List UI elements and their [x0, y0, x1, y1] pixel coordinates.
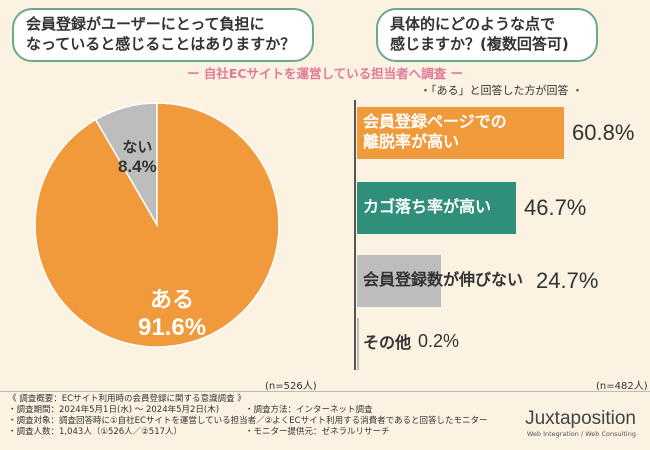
company-logo: Juxtaposition Web Integration / Web Cons…	[525, 408, 636, 438]
bar-value-3: 24.7%	[536, 268, 599, 293]
pie-label-no-category: ない	[122, 138, 153, 156]
bar-sample-size: (n=482人)	[596, 381, 648, 392]
logo-tagline: Web Integration / Web Consulting	[526, 430, 636, 438]
footer-right-line-2: ・モニター提供元：ゼネラルリサーチ	[245, 427, 390, 437]
pie-label-no: ない 8.4%	[118, 136, 157, 177]
bar-value-1: 60.8%	[572, 120, 635, 145]
footer-line-3: ・調査対象：調査回答時に①自社ECサイトを運営している担当者／②よくECサイト利…	[8, 416, 488, 426]
survey-subtitle: ー 自社ECサイトを運営している担当者へ調査 ー	[186, 66, 464, 81]
survey-footer-right: ・調査方法：インターネット調査 ・モニター提供元：ゼネラルリサーチ	[245, 405, 390, 438]
footer-line-4: ・調査人数：1,043人（①526人／②517人）	[8, 427, 183, 437]
question-1-text: 会員登録がユーザーにとって負担に なっていると感じることはありますか？	[26, 15, 296, 53]
question-2-text: 具体的にどのような点で 感じますか？(複数回答可)	[390, 15, 569, 53]
bar-label-4: その他	[363, 333, 412, 352]
pie-chart	[34, 102, 280, 348]
pie-label-yes-category: ある	[150, 288, 195, 313]
footer-divider	[0, 391, 650, 392]
footer-right-line-1: ・調査方法：インターネット調査	[245, 405, 373, 415]
bar-value-4: 0.2%	[418, 331, 460, 351]
bar-3	[357, 255, 442, 307]
bar-1	[357, 107, 564, 159]
pie-slice-yes	[34, 102, 280, 348]
pie-label-yes-value: 91.6%	[138, 314, 207, 341]
pie-label-no-value: 8.4%	[118, 157, 157, 176]
bar-label-3: 会員登録数が伸びない	[363, 270, 524, 289]
bar-value-2: 46.7%	[523, 195, 587, 220]
footer-line-1: 《 調査概要：ECサイト利用時の会員登録に関する意識調査 》	[8, 394, 246, 404]
bar-axis-line	[354, 100, 356, 370]
survey-footer: 《 調査概要：ECサイト利用時の会員登録に関する意識調査 》 ・調査期間：202…	[8, 394, 488, 438]
pie-label-yes: ある 91.6%	[138, 282, 206, 342]
bar-2	[357, 182, 516, 234]
bar-label-1: 会員登録ページでの 離脱率が高い	[363, 112, 507, 151]
logo-name: Juxtaposition	[525, 408, 636, 429]
footer-line-2: ・調査期間：2024年5月1日(水) ～ 2024年5月2日(木)	[8, 405, 220, 415]
bar-label-2: カゴ落ち率が高い	[363, 197, 492, 216]
bar-chart-note: ・「ある」と回答した方が回答 ・	[420, 84, 583, 97]
pie-sample-size: (n=526人)	[265, 381, 317, 392]
question-1-bubble: 会員登録がユーザーにとって負担に なっていると感じることはありますか？	[12, 8, 314, 62]
question-2-bubble: 具体的にどのような点で 感じますか？(複数回答可)	[376, 8, 598, 62]
bar-4	[357, 318, 359, 370]
